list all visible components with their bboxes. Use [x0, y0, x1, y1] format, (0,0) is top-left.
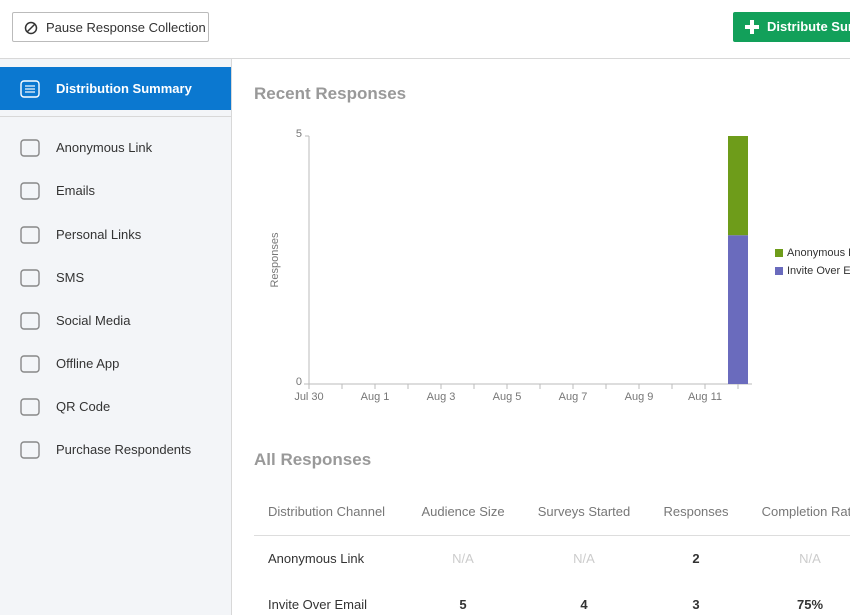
icon-shape — [20, 269, 40, 287]
toolbar: Pause Response Collection Distribute Sur… — [0, 0, 850, 59]
legend-swatch — [775, 249, 783, 257]
nav-item[interactable]: Offline App — [56, 356, 120, 371]
table-cell: N/A — [573, 551, 595, 566]
icon-shape — [20, 355, 40, 373]
chart: 0 5 Responses Jul 30 Aug 1 Aug 3 Aug 5 Aug 7 Aug… — [269, 128, 850, 403]
bar-segment — [728, 235, 748, 384]
legend-swatch — [775, 267, 783, 275]
nav-icon — [20, 139, 40, 157]
x-tick-label: Aug 11 — [688, 391, 722, 403]
nav-item[interactable]: Purchase Respondents — [56, 442, 192, 457]
table-title: All Responses — [254, 450, 372, 469]
nav-item[interactable]: QR Code — [56, 399, 111, 414]
nav-icon — [20, 312, 40, 330]
column-header: Completion Rate — [761, 504, 850, 519]
pause-button[interactable]: Pause Response Collection — [12, 12, 209, 42]
column-header: Surveys Started — [537, 504, 631, 519]
legend-label: Invite Over Email — [787, 265, 850, 277]
table-cell: N/A — [799, 551, 821, 566]
table-divider — [254, 535, 850, 536]
x-tick-label: Aug 7 — [559, 391, 588, 403]
nav-icon — [20, 182, 40, 200]
table-cell: Invite Over Email — [268, 597, 367, 612]
nav-item[interactable]: Anonymous Link — [56, 140, 153, 155]
column-header: Audience Size — [421, 504, 505, 519]
nav-icon — [20, 398, 40, 416]
y-tick-label: 5 — [296, 128, 302, 140]
icon-shape — [20, 139, 40, 157]
nav-item[interactable]: Emails — [56, 183, 96, 198]
table-cell: 3 — [692, 597, 700, 612]
x-tick-label: Jul 30 — [294, 391, 323, 403]
distribute-label: Distribute Survey — [767, 19, 850, 34]
nav-icon — [20, 226, 40, 244]
y-axis-label: Responses — [269, 232, 281, 288]
sidebar-divider — [0, 116, 231, 117]
pause-icon — [24, 21, 38, 35]
nav-item[interactable]: Personal Links — [56, 227, 142, 242]
bar-segment — [728, 136, 748, 236]
y-tick-label: 0 — [296, 376, 302, 388]
sidebar: Distribution Summary Anonymous Link Emails… — [0, 59, 232, 615]
table-cell: N/A — [452, 551, 474, 566]
table-cell: Anonymous Link — [268, 551, 365, 566]
x-tick-label: Aug 5 — [493, 391, 522, 403]
distribute-button[interactable]: Distribute Survey — [733, 12, 850, 42]
plus-icon — [745, 20, 759, 34]
icon-shape — [20, 182, 40, 200]
nav-icon — [20, 80, 40, 98]
nav-item[interactable]: SMS — [56, 270, 85, 285]
table-cell: 75% — [796, 597, 824, 612]
x-tick-label: Aug 9 — [625, 391, 654, 403]
nav-icon — [20, 269, 40, 287]
nav-icon — [20, 441, 40, 459]
nav-item[interactable]: Social Media — [56, 313, 131, 328]
icon-shape — [20, 441, 40, 459]
table-cell: 4 — [580, 597, 588, 612]
pause-label: Pause Response Collection — [46, 20, 206, 35]
chart-title: Recent Responses — [254, 84, 407, 103]
icon-shape — [20, 398, 40, 416]
table-cell: 5 — [459, 597, 467, 612]
x-tick-label: Aug 3 — [427, 391, 456, 403]
icon-shape — [20, 80, 40, 98]
table-cell: 2 — [692, 551, 700, 566]
icon-shape — [20, 312, 40, 330]
nav-icon — [20, 355, 40, 373]
icon-shape — [20, 226, 40, 244]
column-header: Distribution Channel — [268, 504, 386, 519]
legend-label: Anonymous Link — [787, 247, 850, 259]
x-tick-label: Aug 1 — [361, 391, 390, 403]
column-header: Responses — [663, 504, 729, 519]
